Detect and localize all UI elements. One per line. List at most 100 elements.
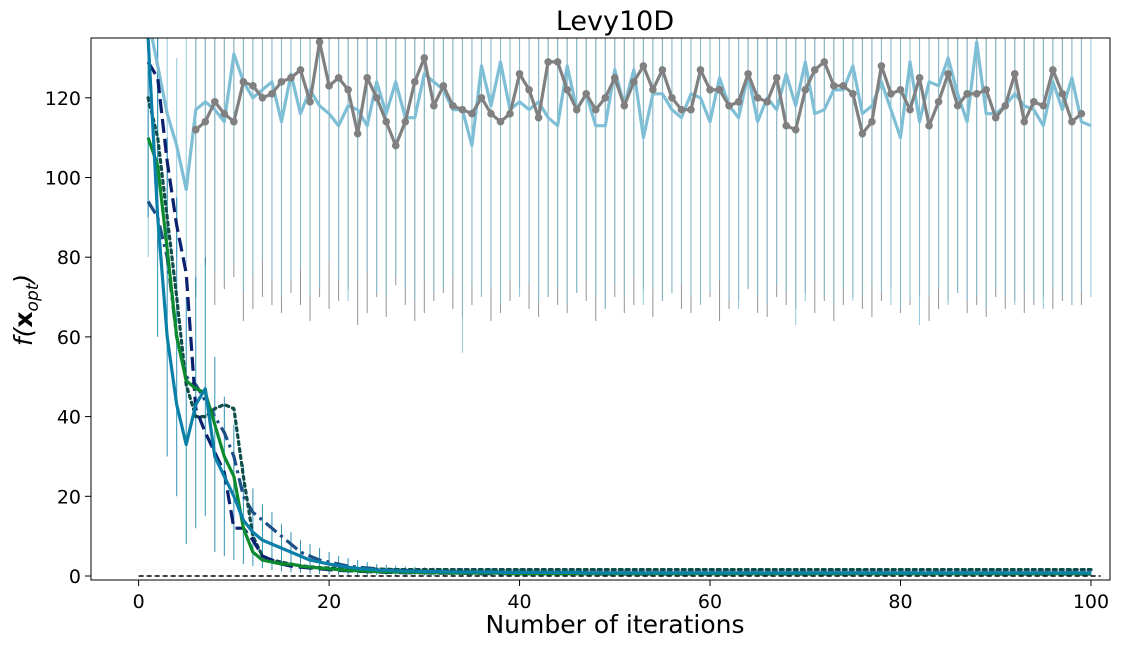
series-point-gray [401, 117, 410, 126]
plot-frame [90, 37, 1111, 581]
series-point-gray [515, 70, 524, 78]
series-line-mid_blue [146, 200, 1091, 575]
y-tick-label: 60 [57, 327, 81, 349]
series-point-gray [1058, 89, 1067, 98]
x-tick-label: 80 [888, 591, 912, 613]
series-point-gray [449, 101, 457, 110]
series-point-gray [734, 97, 743, 106]
series-point-gray [868, 117, 876, 126]
series-point-gray [239, 78, 248, 86]
series-point-gray [763, 97, 771, 106]
series-point-gray [1039, 101, 1048, 110]
series-point-gray [306, 97, 314, 106]
x-axis-ticks: 0 20 40 60 80 100 [133, 580, 1109, 613]
series-point-gray [258, 93, 267, 102]
series-point-gray [201, 117, 210, 126]
series-point-gray [1030, 97, 1038, 106]
series-line-navy [146, 61, 1091, 576]
series-point-gray [458, 105, 467, 114]
series-point-gray [639, 62, 648, 70]
series-point-gray [677, 105, 686, 114]
series-point-gray [430, 101, 438, 110]
series-point-gray [772, 74, 781, 82]
series-point-gray [610, 74, 619, 82]
series-point-gray [1010, 70, 1019, 78]
series-point-gray [391, 141, 400, 150]
series-point-gray [601, 93, 610, 102]
x-tick-label: 20 [317, 591, 341, 613]
series-point-gray [572, 105, 581, 114]
series-point-gray [1049, 66, 1057, 74]
series-point-gray [991, 113, 1000, 122]
y-tick-label: 20 [57, 486, 81, 508]
series-point-gray [344, 86, 352, 94]
series-point-gray [496, 117, 505, 126]
series-point-gray [934, 97, 943, 106]
series-point-gray [668, 93, 676, 102]
series-point-gray [715, 86, 724, 94]
series-point-gray [382, 117, 391, 126]
series-point-gray [620, 101, 629, 110]
series-point-gray [630, 78, 638, 86]
x-axis-label: Number of iterations [485, 610, 744, 639]
series-point-gray [506, 109, 514, 118]
series-point-gray [972, 89, 981, 98]
series-point-gray [353, 129, 362, 138]
series-line-dark_teal [146, 96, 1093, 572]
series-point-gray [858, 129, 867, 138]
series-point-gray [191, 125, 200, 134]
series-point-gray [944, 70, 952, 78]
series-point-gray [896, 86, 905, 94]
series-point-gray [753, 93, 762, 102]
series-point-gray [725, 101, 733, 110]
series-point-gray [877, 62, 886, 70]
series-point-gray [1020, 117, 1029, 126]
series-point-gray [791, 125, 800, 134]
series-point-gray [544, 58, 552, 66]
series-point-gray [1068, 117, 1076, 126]
series-point-gray [887, 89, 895, 98]
series-point-gray [915, 74, 924, 82]
series-point-gray [1077, 109, 1086, 118]
series-point-gray [372, 93, 381, 102]
y-tick-label: 100 [45, 167, 81, 189]
chart-title: Levy10D [556, 6, 674, 37]
y-axis-ticks: 0 20 40 60 80 100 120 [45, 88, 91, 588]
series-point-gray [534, 113, 543, 122]
series-line-light_blue [150, 38, 1092, 191]
x-tick-label: 100 [1073, 591, 1109, 613]
series-point-gray [334, 74, 343, 82]
x-tick-label: 60 [698, 591, 722, 613]
y-axis-label: f(xopt) [9, 274, 43, 346]
y-tick-label: 120 [45, 88, 81, 110]
series-point-gray [525, 86, 533, 94]
series-point-gray [410, 78, 419, 86]
series-point-gray [649, 86, 657, 94]
series-point-gray [906, 105, 914, 114]
series-point-gray [287, 74, 295, 82]
y-axis-label-close: ) [9, 274, 38, 286]
y-axis-label-sub: opt [23, 282, 43, 311]
series-point-gray [982, 86, 990, 94]
y-tick-label: 40 [57, 407, 81, 429]
series-point-gray [468, 109, 476, 118]
series-point-gray [591, 105, 600, 114]
x-tick-label: 0 [133, 591, 145, 613]
series-point-gray [820, 58, 829, 66]
series-point-gray [582, 89, 591, 98]
y-axis-label-f: f( [9, 326, 38, 346]
series-point-gray [249, 82, 257, 90]
series-point-gray [1001, 101, 1010, 110]
series-point-gray [439, 82, 448, 90]
series-point-gray [553, 58, 562, 66]
series-point-gray [744, 70, 752, 78]
series-point-gray [801, 86, 810, 94]
series-point-gray [420, 54, 429, 62]
series-point-gray [296, 66, 305, 74]
series-point-gray [325, 82, 333, 90]
series-point-gray [220, 109, 229, 118]
series-group [146, 38, 1093, 576]
series-line-teal [146, 38, 1091, 575]
